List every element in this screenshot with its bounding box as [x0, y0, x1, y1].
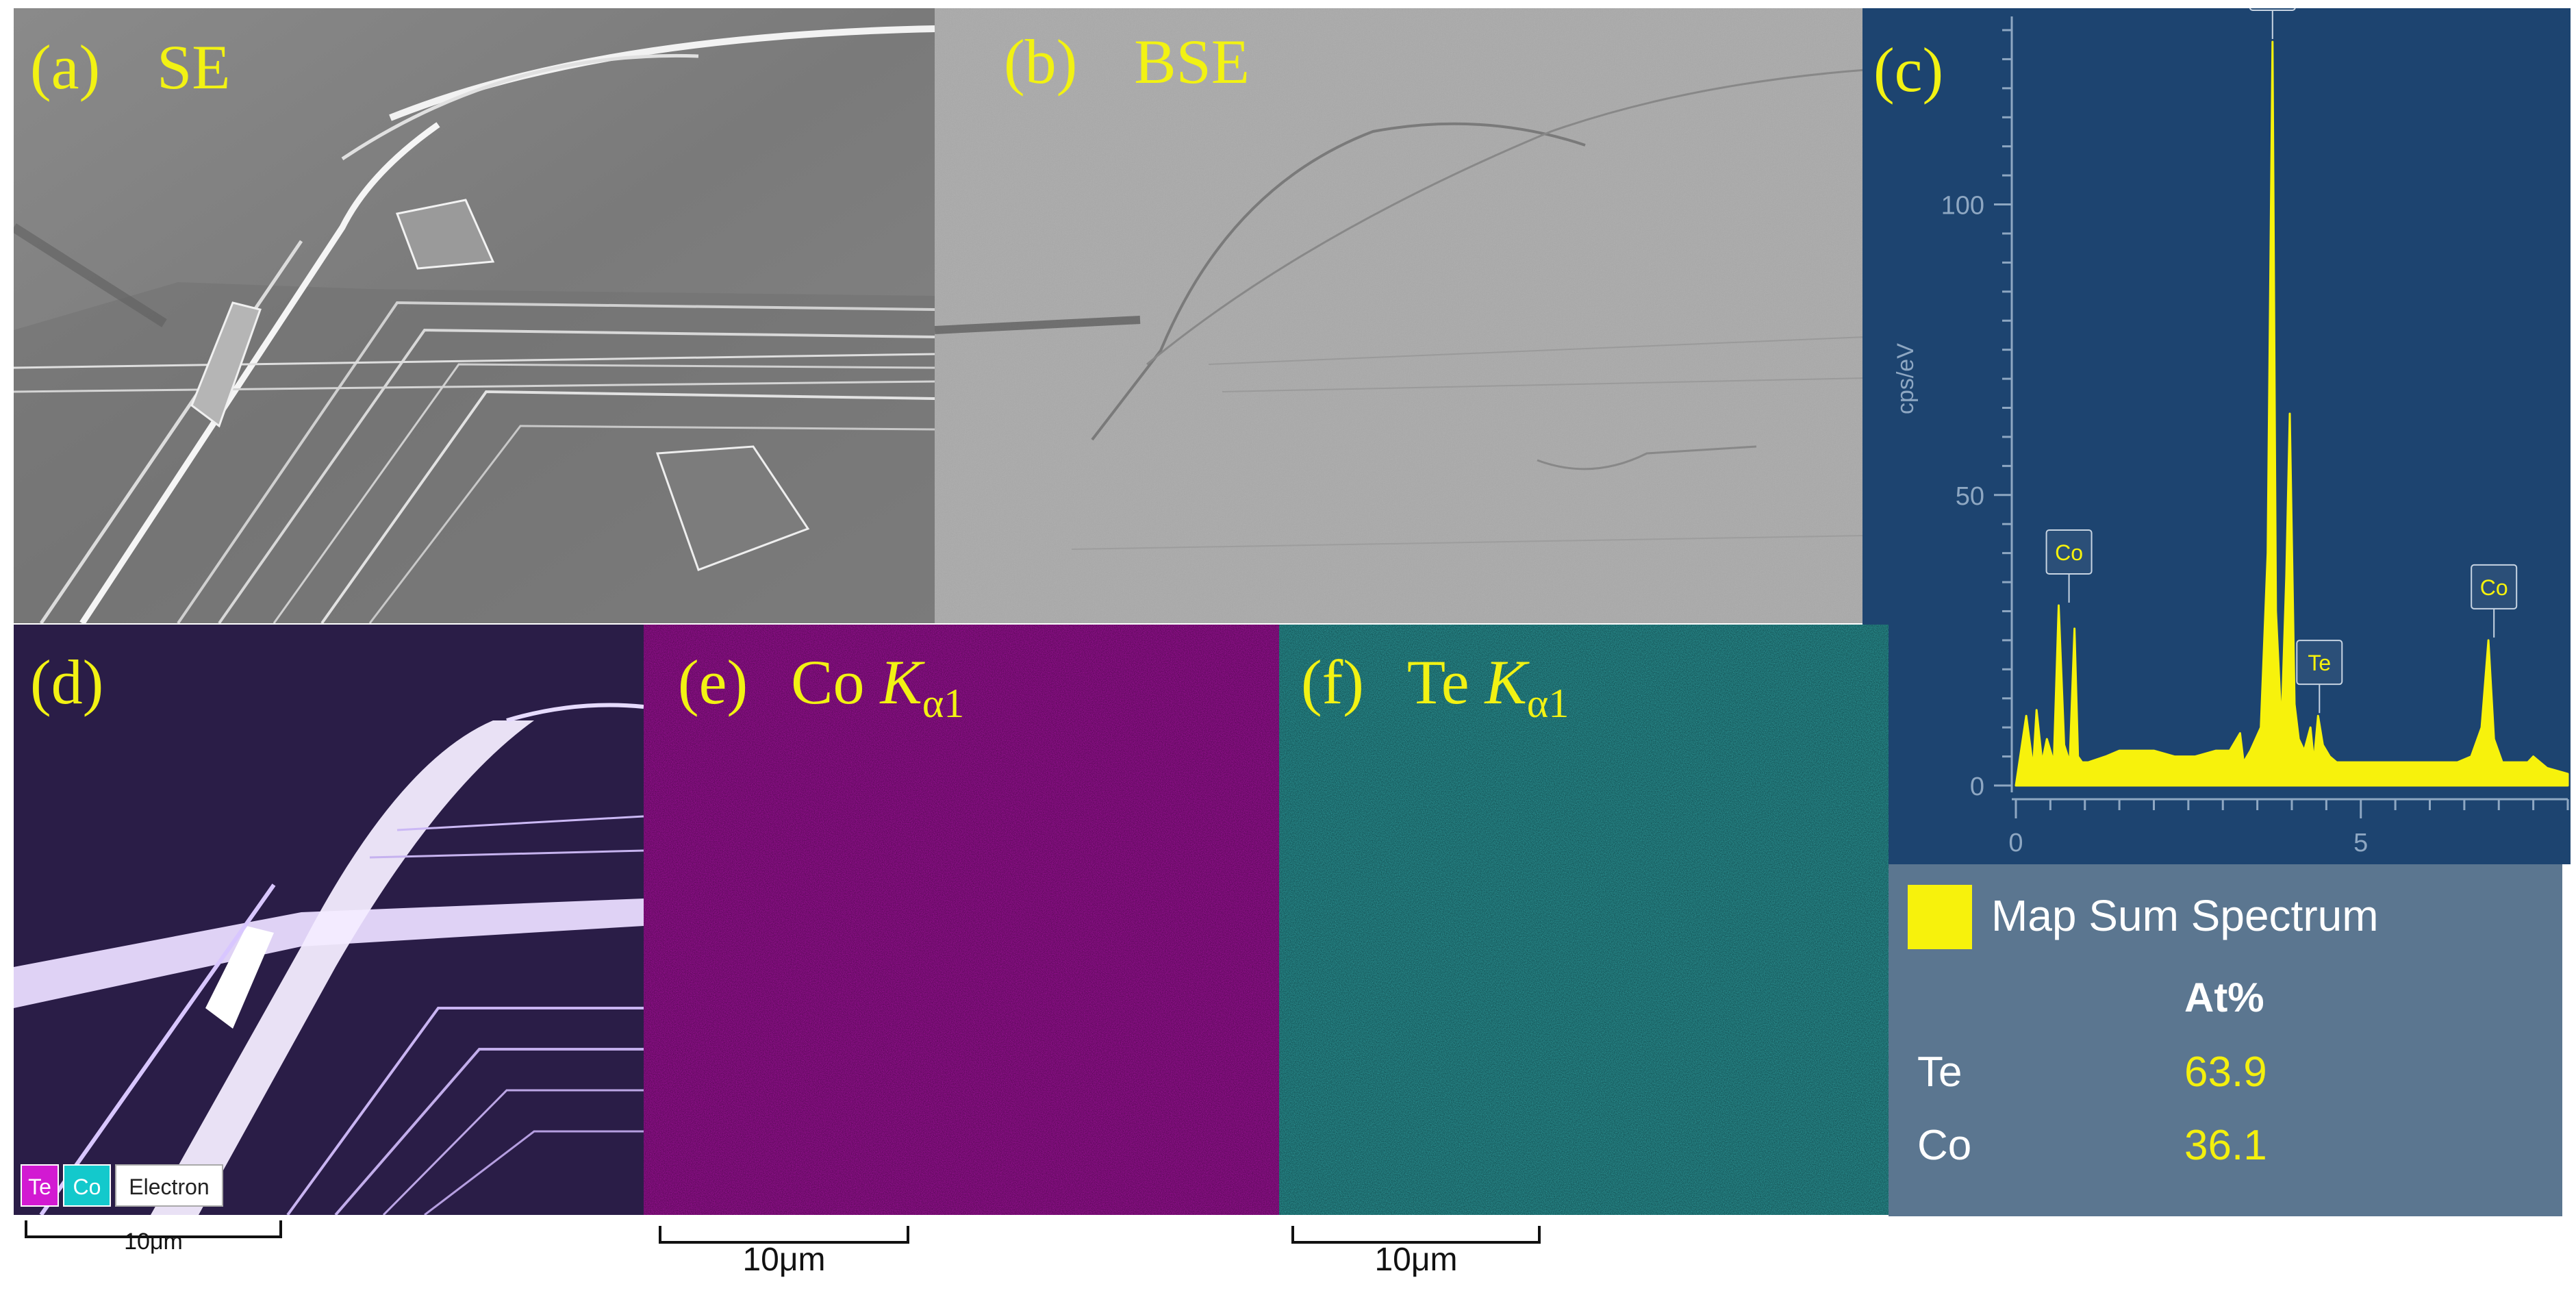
spectrum-legend-title: Map Sum Spectrum: [1991, 891, 2379, 940]
panel-a-label: (a) SE: [30, 36, 230, 99]
peak-label-co: Co: [2055, 540, 2083, 565]
panel-e-element: Co: [791, 647, 865, 717]
panel-f-letter: (f): [1301, 647, 1364, 717]
panel-d-label: (d): [30, 651, 103, 714]
y-tick-label: 50: [1956, 482, 1984, 511]
panel-f-k: K: [1485, 647, 1527, 717]
panel-b-title: BSE: [1134, 27, 1250, 97]
scale-bar-d: [25, 1220, 282, 1238]
panel-f-label: (f) Te Kα1: [1301, 651, 1569, 724]
x-tick-label: 0: [2008, 829, 2023, 857]
value-te: 63.9: [2184, 1049, 2267, 1096]
x-tick-label: 5: [2353, 829, 2368, 857]
panel-f-element: Te: [1406, 647, 1469, 717]
element-te: Te: [1917, 1049, 1962, 1096]
panel-d-overlay-image: [14, 625, 644, 1215]
y-tick-label: 100: [1941, 192, 1984, 221]
peak-label-co: Co: [2480, 575, 2508, 600]
panel-e-letter: (e): [678, 647, 748, 717]
panel-b-label: (b) BSE: [1004, 30, 1250, 93]
panel-f-te-map: [1279, 625, 1889, 1215]
map-legend-te: Te: [21, 1164, 59, 1207]
spectrum-swatch: [1908, 885, 1972, 949]
panel-a-se-image: [14, 8, 935, 623]
peak-label-box: [2249, 8, 2296, 11]
map-legend-electron: Electron: [115, 1164, 223, 1207]
panel-e-k: K: [880, 647, 922, 717]
scale-label-d: 10μm: [124, 1229, 183, 1255]
y-tick-label: 0: [1970, 773, 1984, 801]
y-axis-title: cps/eV: [1893, 343, 1919, 414]
panel-c-letter: (c): [1873, 35, 1944, 105]
scale-label-e: 10μm: [742, 1242, 826, 1278]
atomic-percent-header: At%: [2184, 975, 2264, 1020]
scale-bar-e: [659, 1226, 909, 1244]
scale-bar-f: [1291, 1226, 1541, 1244]
panel-b-letter: (b): [1004, 27, 1078, 97]
spectrum-series: [2015, 40, 2569, 787]
panel-d-letter: (d): [30, 647, 104, 717]
panel-e-line: α1: [922, 681, 965, 726]
eds-results-box: Map Sum Spectrum At% Te 63.9 Co 36.1: [1889, 864, 2562, 1216]
panel-a-letter: (a): [30, 32, 101, 102]
map-legend-co: Co: [63, 1164, 111, 1207]
value-co: 36.1: [2184, 1122, 2267, 1169]
panel-a-title: SE: [157, 32, 231, 102]
element-co: Co: [1917, 1122, 1972, 1169]
panel-c-label: (c): [1873, 38, 1943, 101]
scale-label-f: 10μm: [1374, 1242, 1458, 1278]
panel-f-line: α1: [1526, 681, 1569, 726]
peak-label-te: Te: [2308, 651, 2331, 675]
panel-e-label: (e) Co Kα1: [678, 651, 964, 724]
panel-b-bse-image: [935, 8, 1866, 623]
panel-e-co-map: [644, 625, 1279, 1215]
